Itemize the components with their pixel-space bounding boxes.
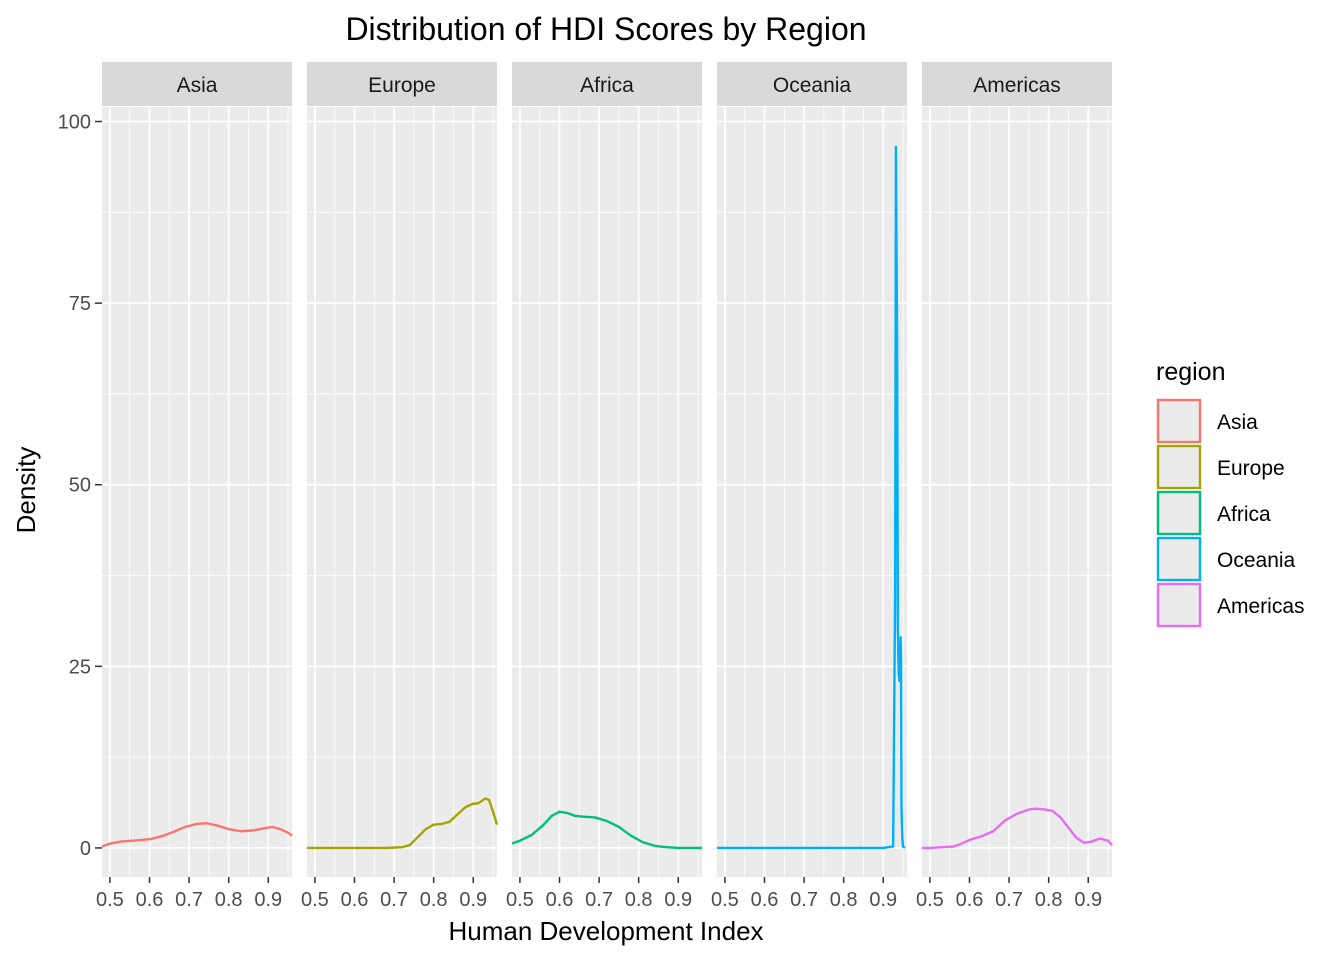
legend-title: region <box>1156 358 1226 386</box>
density-line-europe <box>307 797 499 850</box>
legend-key-africa <box>1156 490 1202 536</box>
x-tick-label: 0.7 <box>380 889 408 911</box>
x-tick-label: 0.7 <box>995 889 1023 911</box>
facet-strip-label: Oceania <box>773 74 852 97</box>
panel-background <box>922 107 1112 877</box>
x-tick-label: 0.8 <box>625 889 653 911</box>
legend-key-americas <box>1156 582 1202 628</box>
facet-strip-label: Europe <box>368 74 436 97</box>
facet-asia: Asia 0.5 0.6 0.7 0.8 0.9 <box>96 62 293 911</box>
x-tick-label: 0.9 <box>459 889 487 911</box>
legend-label: Oceania <box>1217 549 1296 572</box>
panel-background <box>307 107 497 877</box>
legend-label: Europe <box>1217 457 1285 480</box>
y-axis-title: Density <box>11 447 41 534</box>
y-tick-label: 0 <box>80 838 91 860</box>
x-tick-label: 0.8 <box>215 889 243 911</box>
legend-key-europe <box>1156 444 1202 490</box>
x-tick-label: 0.5 <box>916 889 944 911</box>
panel-background <box>512 107 702 877</box>
x-tick-label: 0.5 <box>711 889 739 911</box>
y-tick-label: 75 <box>69 293 91 315</box>
x-tick-label: 0.9 <box>869 889 897 911</box>
facet-oceania: Oceania 0.5 0.6 0.7 0.8 0.9 <box>711 62 907 911</box>
x-tick-label: 0.5 <box>96 889 124 911</box>
facet-americas: Americas 0.5 0.6 0.7 0.8 0.9 <box>916 62 1113 911</box>
x-axis-title: Human Development Index <box>448 916 763 946</box>
legend-label: Americas <box>1217 595 1305 618</box>
x-tick-label: 0.7 <box>175 889 203 911</box>
x-tick-label: 0.8 <box>830 889 858 911</box>
y-tick-label: 50 <box>69 475 91 497</box>
facet-strip <box>717 62 907 106</box>
x-tick-label: 0.9 <box>254 889 282 911</box>
x-tick-label: 0.6 <box>956 889 984 911</box>
legend-label: Africa <box>1217 503 1271 526</box>
legend-key-asia <box>1156 398 1202 444</box>
facet-strip <box>307 62 497 106</box>
facet-strip <box>102 62 292 106</box>
y-tick-label: 25 <box>69 656 91 678</box>
panel-background <box>717 107 907 877</box>
density-line-americas <box>922 807 1113 850</box>
x-tick-label: 0.8 <box>1035 889 1063 911</box>
x-tick-label: 0.9 <box>664 889 692 911</box>
facet-africa: Africa 0.5 0.6 0.7 0.8 0.9 <box>506 62 702 911</box>
legend-label: Asia <box>1217 411 1258 434</box>
facet-strip-label: Africa <box>580 74 634 97</box>
density-line-asia <box>101 822 293 848</box>
x-tick-label: 0.7 <box>585 889 613 911</box>
x-tick-label: 0.5 <box>506 889 534 911</box>
x-tick-label: 0.8 <box>420 889 448 911</box>
density-line-africa <box>511 810 702 850</box>
legend: region Asia Europe Africa Oceania Americas <box>1156 358 1305 628</box>
x-tick-label: 0.6 <box>546 889 574 911</box>
panel-background <box>102 107 292 877</box>
x-tick-label: 0.7 <box>790 889 818 911</box>
y-axis: 0 25 50 75 100 <box>58 112 102 860</box>
y-tick-label: 100 <box>58 112 91 134</box>
facet-strip <box>512 62 702 106</box>
facet-strip-label: Americas <box>973 74 1061 97</box>
x-tick-label: 0.6 <box>341 889 369 911</box>
density-line-oceania <box>717 145 906 850</box>
x-tick-label: 0.6 <box>136 889 164 911</box>
x-tick-label: 0.6 <box>751 889 779 911</box>
facet-panels: Asia 0.5 0.6 0.7 0.8 0.9 Europe 0.5 0.6 0.7 0.8 0.9… <box>96 62 1113 911</box>
chart-title: Distribution of HDI Scores by Region <box>345 11 866 47</box>
x-tick-label: 0.5 <box>301 889 329 911</box>
facet-strip-label: Asia <box>177 74 218 97</box>
legend-key-oceania <box>1156 536 1202 582</box>
facet-strip <box>922 62 1112 106</box>
x-tick-label: 0.9 <box>1074 889 1102 911</box>
facet-europe: Europe 0.5 0.6 0.7 0.8 0.9 <box>301 62 499 911</box>
